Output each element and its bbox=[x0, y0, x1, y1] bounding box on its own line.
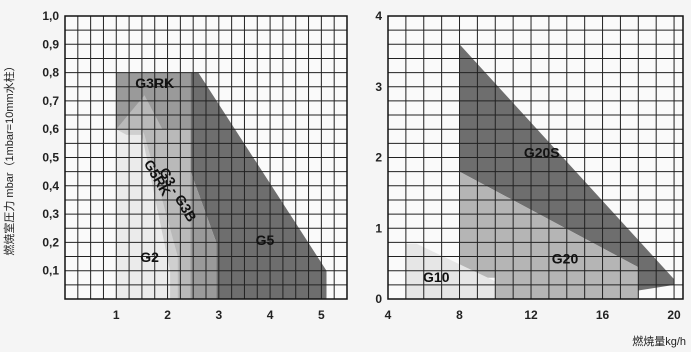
region-label: G3RK bbox=[135, 75, 174, 91]
y-tick-label: 0,5 bbox=[42, 151, 59, 165]
region-label: G20 bbox=[552, 251, 579, 267]
y-tick-label: 3 bbox=[375, 80, 382, 94]
y-tick-label: 2 bbox=[375, 151, 382, 165]
y-tick-label: 0,3 bbox=[42, 207, 59, 221]
plot-frame bbox=[64, 15, 348, 300]
x-tick-label: 2 bbox=[164, 308, 171, 322]
x-tick-label: 20 bbox=[667, 308, 681, 322]
y-axis-label-left: 燃焼室圧力 mbar（1mbar=10mm水柱） bbox=[2, 60, 16, 255]
x-tick-label: 12 bbox=[524, 308, 538, 322]
x-axis-label-right: 燃焼量kg/h bbox=[632, 334, 686, 348]
y-tick-label: 0 bbox=[375, 292, 382, 306]
x-tick-label: 3 bbox=[215, 308, 222, 322]
region-label: G5 bbox=[256, 232, 275, 248]
region-label: G10 bbox=[423, 269, 450, 285]
region-label: G2 bbox=[140, 249, 159, 265]
chart-left: 1 2 3 4 5 0,1 0,2 0,3 0,4 0,5 0,6 0,7 0,8 0,9 1,0 G3RK G… bbox=[42, 9, 348, 322]
y-tick-label: 4 bbox=[375, 9, 382, 23]
y-tick-label: 1,0 bbox=[42, 9, 59, 23]
y-tick-label: 0,4 bbox=[42, 179, 59, 193]
x-tick-label: 1 bbox=[113, 308, 120, 322]
x-tick-label: 5 bbox=[318, 308, 325, 322]
x-tick-label: 16 bbox=[596, 308, 610, 322]
y-tick-label: 0,7 bbox=[42, 94, 59, 108]
y-tick-label: 0,2 bbox=[42, 235, 59, 249]
grid bbox=[64, 15, 348, 300]
x-tick-label: 4 bbox=[267, 308, 274, 322]
y-tick-label: 1 bbox=[375, 221, 382, 235]
x-tick-label: 8 bbox=[456, 308, 463, 322]
region-label: G20S bbox=[524, 145, 560, 161]
y-tick-label: 0,6 bbox=[42, 122, 59, 136]
plot-frame bbox=[387, 15, 684, 300]
grid bbox=[387, 15, 683, 300]
y-tick-label: 0,1 bbox=[42, 264, 59, 278]
y-tick-label: 0,8 bbox=[42, 66, 59, 80]
y-tick-label: 0,9 bbox=[42, 37, 59, 51]
x-tick-label: 4 bbox=[385, 308, 392, 322]
